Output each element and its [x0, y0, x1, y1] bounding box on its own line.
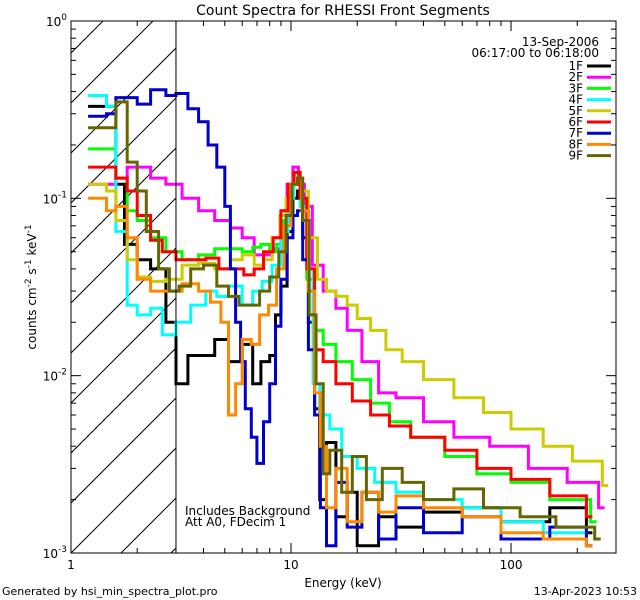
legend-label-9F: 9F [568, 149, 583, 163]
legend-label-2F: 2F [568, 70, 583, 84]
hatch-line [71, 247, 176, 354]
legend-label-8F: 8F [568, 137, 583, 151]
hatch-line [0, 21, 3, 553]
x-tick-label: 1 [67, 558, 75, 572]
chart-title: Count Spectra for RHESSI Front Segments [196, 3, 490, 19]
series-line-6F [88, 165, 593, 519]
x-axis-label: Energy (keV) [304, 576, 381, 590]
y-label-sup1: -2 [24, 278, 34, 287]
hatch-line [71, 21, 154, 104]
series-line-9F [88, 100, 601, 541]
legend-label-1F: 1F [568, 59, 583, 73]
legend-label-7F: 7F [568, 126, 583, 140]
x-tick-label: 100 [500, 558, 523, 572]
legend-label-6F: 6F [568, 115, 583, 129]
series-line-2F [88, 165, 605, 510]
x-tick-label: 10 [283, 558, 298, 572]
hatch-line [71, 197, 176, 304]
time-range-label: 06:17:00 to 06:18:00 [472, 46, 599, 60]
footer-timestamp: 13-Apr-2023 10:53 [534, 585, 637, 598]
hatch-line [71, 447, 176, 553]
y-tick-label: 100 [46, 13, 67, 29]
y-tick-label: 10-2 [43, 368, 67, 384]
y-axis-label: counts cm-2 s-1 keV-1 [24, 224, 39, 349]
annotation-attenuator: Att A0, FDecim 1 [185, 515, 286, 529]
y-label-s: s [25, 268, 39, 278]
legend-label-3F: 3F [568, 81, 583, 95]
y-label-sup2: -1 [24, 259, 34, 268]
axis-ticks: 1 10 100 10-3 10-2 10-1 100 [43, 13, 617, 572]
annotation: Includes Background Att A0, FDecim 1 [185, 504, 310, 529]
plot-frame [70, 20, 617, 554]
hatch-line [71, 397, 176, 504]
footer-generated: Generated by hsi_min_spectra_plot.pro [2, 585, 218, 598]
y-label-kev: keV [25, 233, 39, 260]
legend-label-5F: 5F [568, 104, 583, 118]
y-label-sup3: -1 [24, 224, 34, 233]
hatched-region [0, 21, 640, 553]
y-tick-label: 10-1 [43, 190, 67, 206]
y-label-base: counts cm [25, 287, 39, 349]
hatch-line [621, 21, 640, 553]
series-line-7F [88, 88, 593, 548]
hatch-line [71, 47, 176, 154]
hatch-line [71, 347, 176, 454]
hatch-line [71, 97, 176, 204]
info-box: 13-Sep-2006 06:17:00 to 06:18:00 [472, 35, 599, 60]
legend-label-4F: 4F [568, 93, 583, 107]
date-label: 13-Sep-2006 [522, 35, 599, 49]
annotation-background: Includes Background [185, 504, 310, 518]
series-lines [88, 88, 609, 548]
y-tick-label: 10-3 [43, 545, 67, 561]
